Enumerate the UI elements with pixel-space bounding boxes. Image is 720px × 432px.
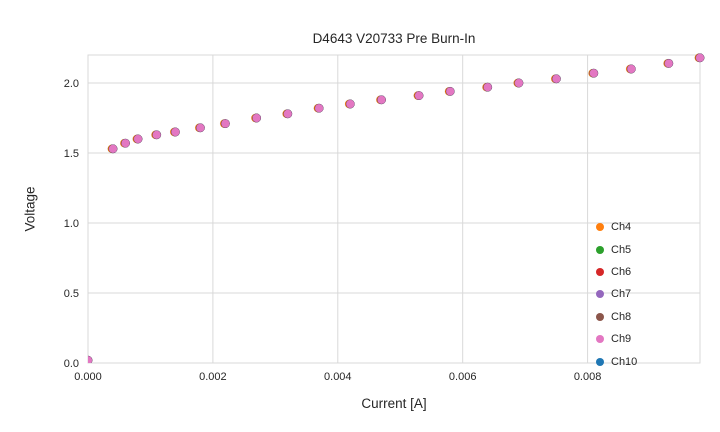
data-point-Ch9	[626, 64, 636, 74]
legend-swatch-icon	[596, 223, 604, 232]
data-point-Ch9	[220, 119, 230, 129]
data-point-Ch9	[283, 109, 293, 119]
x-tick-label: 0.000	[74, 371, 102, 383]
legend-label: Ch7	[611, 288, 632, 301]
data-point-Ch9	[252, 113, 262, 123]
data-point-Ch9	[314, 103, 324, 113]
x-tick-label: 0.004	[324, 371, 352, 383]
y-tick-label: 1.5	[64, 148, 79, 160]
data-point-Ch9	[121, 138, 130, 148]
data-point-Ch9	[414, 91, 424, 101]
legend: Ch4 Ch5 Ch6 Ch7 Ch8 Ch9 Ch10	[596, 216, 637, 373]
data-point-Ch9	[195, 123, 205, 133]
y-tick-label: 0.0	[64, 358, 79, 370]
data-point-Ch9	[88, 355, 93, 363]
data-point-Ch9	[133, 134, 143, 144]
legend-label: Ch4	[611, 221, 632, 234]
x-tick-label: 0.006	[449, 371, 477, 383]
legend-item-ch6: Ch6	[596, 261, 637, 283]
data-point-Ch9	[589, 68, 599, 78]
data-point-Ch9	[514, 78, 524, 88]
data-point-Ch9	[695, 53, 705, 63]
x-tick-label: 0.008	[574, 371, 602, 383]
legend-label: Ch5	[611, 243, 632, 256]
legend-item-ch10: Ch10	[596, 350, 637, 372]
data-point-Ch9	[551, 74, 561, 84]
data-point-Ch9	[445, 86, 455, 96]
legend-swatch-icon	[596, 335, 604, 344]
x-tick-label: 0.002	[199, 371, 227, 383]
data-point-Ch9	[664, 58, 674, 68]
data-point-Ch9	[152, 130, 162, 140]
data-point-Ch9	[483, 82, 493, 92]
data-point-Ch9	[108, 144, 118, 154]
legend-label: Ch8	[611, 310, 632, 323]
legend-label: Ch10	[611, 355, 638, 368]
legend-swatch-icon	[596, 267, 604, 276]
legend-swatch-icon	[596, 312, 604, 321]
legend-item-ch8: Ch8	[596, 306, 637, 328]
y-tick-label: 2.0	[64, 78, 79, 90]
legend-swatch-icon	[596, 245, 604, 254]
legend-item-ch4: Ch4	[596, 216, 637, 238]
legend-label: Ch6	[611, 265, 632, 278]
data-point-Ch9	[170, 127, 180, 137]
data-point-Ch9	[345, 99, 355, 109]
data-point-Ch9	[377, 95, 386, 105]
chart-title: D4643 V20733 Pre Burn-In	[312, 31, 476, 46]
y-axis-label: Voltage	[22, 186, 38, 232]
legend-item-ch5: Ch5	[596, 238, 637, 260]
axes-border	[87, 54, 701, 364]
legend-item-ch9: Ch9	[596, 328, 637, 350]
legend-item-ch7: Ch7	[596, 283, 637, 305]
legend-swatch-icon	[596, 357, 604, 366]
legend-label: Ch9	[611, 333, 632, 346]
y-tick-label: 1.0	[64, 218, 79, 230]
y-tick-label: 0.5	[64, 288, 79, 300]
x-axis-label: Current [A]	[361, 396, 427, 411]
data-points	[88, 53, 705, 363]
legend-swatch-icon	[596, 290, 604, 299]
